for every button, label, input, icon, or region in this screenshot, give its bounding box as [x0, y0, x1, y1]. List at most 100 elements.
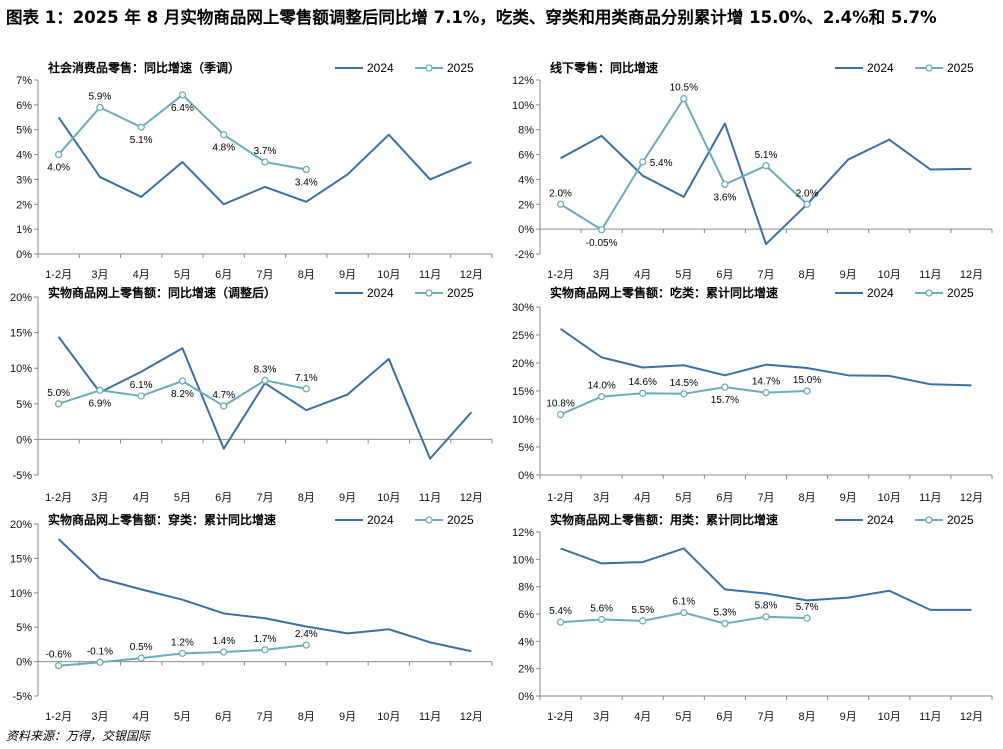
data-label: 10.5% — [670, 83, 698, 94]
x-tick-label: 4月 — [133, 269, 150, 281]
y-tick-label: 4% — [518, 636, 534, 648]
x-tick-label: 11月 — [919, 269, 941, 281]
series-2025-point — [137, 123, 145, 131]
series-2024-line — [57, 116, 472, 206]
legend-label-2024: 2024 — [867, 286, 894, 300]
series-2025-point — [220, 402, 228, 410]
x-tick-label: 1-2月 — [547, 492, 574, 504]
legend-label-2024: 2024 — [367, 61, 394, 75]
x-tick-label: 8月 — [799, 269, 816, 281]
x-tick-label: 1-2月 — [45, 269, 72, 281]
x-tick-label: 5月 — [675, 492, 692, 504]
series-2025-point — [54, 150, 63, 159]
legend-label-2025: 2025 — [947, 286, 974, 300]
legend-marker-2025 — [925, 289, 933, 297]
y-tick-label: 0% — [16, 657, 32, 669]
y-tick-label: 5% — [16, 399, 32, 411]
legend-marker-2025 — [925, 516, 933, 524]
x-tick-label: 11月 — [419, 269, 441, 281]
x-tick-label: 4月 — [634, 711, 651, 723]
x-tick-label: 7月 — [256, 711, 273, 723]
legend-label-2025: 2025 — [447, 513, 474, 527]
x-tick-label: 3月 — [91, 269, 108, 281]
series-2025-point — [556, 410, 565, 419]
y-tick-label: 5% — [16, 622, 32, 634]
series-2024-line — [560, 122, 972, 246]
series-2025-point — [302, 385, 310, 393]
chart-title: 实物商品网上零售额：用类：累计同比增速 — [550, 512, 778, 527]
chart-online-goods-use: 0% 2% 4% 6% 8% 10% 12% 1-2月 3月 4月 5月 6月 7月 8月 9月 10月 11月… — [512, 512, 993, 723]
series-2024-line — [560, 547, 972, 611]
data-label: 5.7% — [796, 602, 819, 613]
y-tick-label: 10% — [10, 588, 32, 600]
series-2025-point — [639, 617, 647, 625]
x-tick-label: 4月 — [634, 269, 651, 281]
y-tick-label: 6% — [518, 609, 534, 621]
x-tick-label: 9月 — [840, 711, 857, 723]
y-tick-label: 8% — [518, 582, 534, 594]
series-2024-line — [559, 328, 972, 387]
data-label: 2.0% — [796, 188, 819, 199]
y-tick-label: 4% — [518, 174, 534, 186]
data-label: 5.3% — [714, 608, 737, 619]
y-tick-label: 2% — [16, 199, 32, 211]
legend-label-2025: 2025 — [947, 513, 974, 527]
chart-title: 线下零售：同比增速 — [550, 60, 658, 75]
y-tick-label: 0% — [518, 470, 534, 482]
data-label: 6.1% — [672, 597, 695, 608]
legend-label-2024: 2024 — [867, 61, 894, 75]
y-tick-label: 3% — [16, 174, 32, 186]
series-2025-point — [261, 376, 269, 384]
x-tick-label: 1-2月 — [547, 711, 574, 723]
data-label: 15.7% — [711, 395, 739, 406]
data-label: 3.6% — [714, 192, 737, 203]
y-tick-label: 6% — [518, 150, 534, 162]
x-tick-label: 9月 — [840, 492, 857, 504]
x-tick-label: 9月 — [339, 711, 356, 723]
y-tick-label: -5% — [12, 470, 32, 482]
x-tick-label: 8月 — [298, 269, 315, 281]
data-label: 4.8% — [212, 143, 235, 154]
legend-label-2024: 2024 — [367, 286, 394, 300]
x-tick-label: 10月 — [878, 711, 901, 723]
x-tick-label: 4月 — [133, 711, 150, 723]
y-tick-label: 25% — [512, 330, 534, 342]
y-tick-label: 15% — [10, 328, 32, 340]
y-tick-label: 2% — [518, 664, 534, 676]
y-tick-label: 10% — [512, 554, 534, 566]
data-label: 14.5% — [670, 378, 698, 389]
y-tick-label: 5% — [16, 125, 32, 137]
x-tick-label: 5月 — [675, 711, 692, 723]
series-2024-line — [57, 538, 472, 653]
x-tick-label: 10月 — [377, 492, 400, 504]
legend-label-2025: 2025 — [447, 286, 474, 300]
x-tick-label: 10月 — [878, 492, 901, 504]
x-tick-label: 8月 — [799, 711, 816, 723]
series-2025-point — [261, 646, 269, 654]
chart-retail-sales: 0% 1% 2% 3% 4% 5% 6% 7% 1-2月 3月 4月 5月 6月 7月 8月 9月 10月 11月… — [16, 60, 493, 281]
series-2025-point — [639, 389, 647, 397]
y-tick-label: 6% — [16, 100, 32, 112]
chart-title: 实物商品网上零售额：同比增速（调整后） — [48, 285, 276, 300]
x-tick-label: 6月 — [215, 492, 232, 504]
y-tick-label: 15% — [10, 553, 32, 565]
y-tick-label: 1% — [16, 224, 32, 236]
legend-label-2025: 2025 — [947, 61, 974, 75]
data-label: 5.9% — [89, 91, 112, 102]
x-tick-label: 6月 — [716, 492, 733, 504]
data-label: 1.7% — [254, 634, 277, 645]
data-label: 2.0% — [549, 188, 572, 199]
x-tick-label: 7月 — [256, 269, 273, 281]
x-tick-label: 11月 — [919, 492, 941, 504]
series-2025-point — [261, 158, 269, 166]
x-tick-label: 12月 — [460, 492, 483, 504]
series-2025-point — [803, 387, 811, 395]
series-2025-point — [96, 386, 104, 394]
series-2025-point — [178, 377, 187, 385]
data-label: 5.6% — [590, 603, 613, 614]
x-tick-label: 1-2月 — [45, 492, 72, 504]
x-tick-label: 8月 — [298, 492, 315, 504]
x-tick-label: 7月 — [757, 269, 774, 281]
y-tick-label: 8% — [518, 125, 534, 137]
x-tick-label: 10月 — [377, 269, 400, 281]
